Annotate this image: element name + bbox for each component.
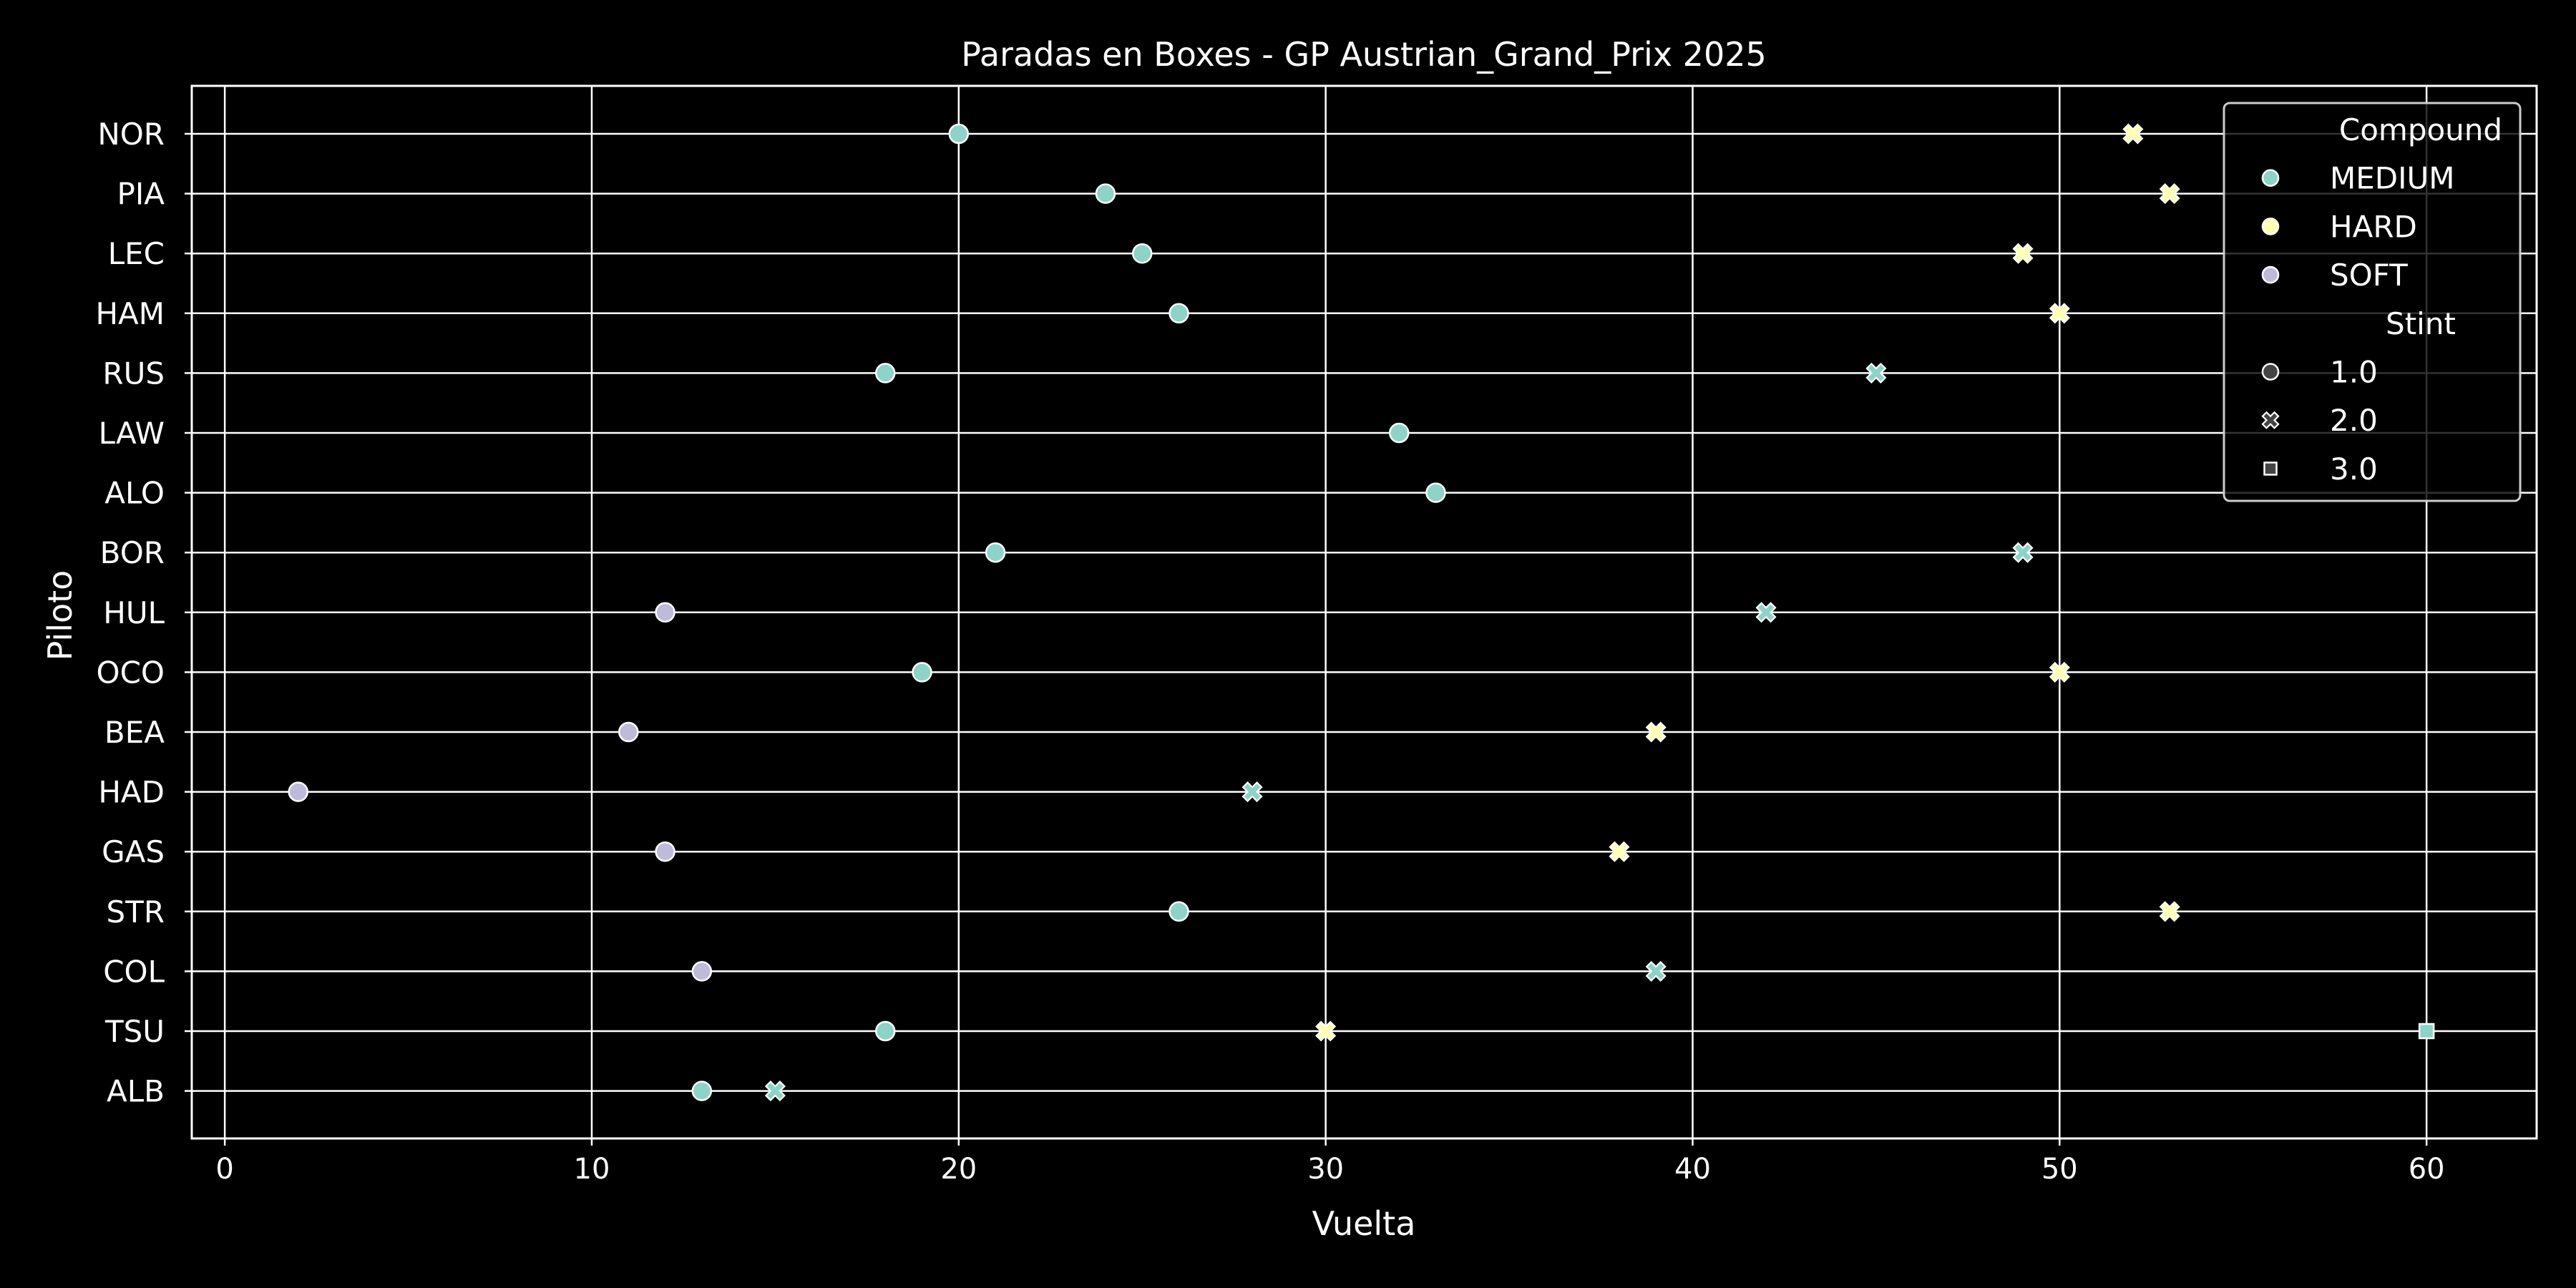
y-tick-label-gas: GAS: [102, 834, 165, 869]
x-tick-label: 60: [2409, 1153, 2445, 1186]
y-tick-label-hul: HUL: [103, 595, 165, 630]
point-tsu-lap-18: [875, 1020, 896, 1042]
point-gas-lap-12: [655, 841, 675, 862]
point-pia-lap-24: [1095, 183, 1116, 204]
y-tick-label-alb: ALB: [107, 1074, 165, 1109]
legend-compound-soft-marker: [2261, 265, 2280, 284]
point-had-lap-2: [288, 781, 308, 802]
legend-title-stint: Stint: [2386, 306, 2456, 341]
legend-compound-medium-label: MEDIUM: [2330, 161, 2454, 196]
legend-compound-hard-marker: [2261, 218, 2280, 235]
y-tick-label-oco: OCO: [97, 655, 165, 690]
y-tick-label-lec: LEC: [108, 236, 165, 271]
point-str-lap-26: [1169, 901, 1189, 922]
point-rus-lap-45: [1865, 362, 1887, 384]
point-oco-lap-50: [2049, 661, 2070, 683]
y-axis-label: Piloto: [41, 570, 79, 661]
legend-stint-1-0-marker: [2261, 363, 2280, 381]
x-tick-label: 20: [940, 1153, 977, 1186]
point-oco-lap-19: [912, 662, 932, 683]
point-alo-lap-33: [1425, 482, 1446, 503]
data-points: [288, 123, 2435, 1102]
y-tick-label-col: COL: [103, 954, 165, 989]
point-rus-lap-18: [875, 363, 896, 384]
point-lec-lap-49: [2012, 243, 2034, 264]
point-pia-lap-53: [2159, 183, 2180, 205]
legend-title-compound: Compound: [2339, 112, 2502, 147]
x-tick-label: 10: [574, 1153, 610, 1186]
y-tick-label-had: HAD: [98, 775, 165, 810]
point-hul-lap-12: [655, 602, 675, 623]
y-tick-label-str: STR: [107, 894, 165, 930]
point-col-lap-13: [691, 961, 713, 982]
grid-lines: [192, 86, 2537, 1138]
legend-stint-2-0-marker: [2261, 411, 2280, 429]
legend-stint-2-0-label: 2.0: [2330, 403, 2378, 438]
point-lec-lap-25: [1131, 243, 1153, 264]
y-tick-label-law: LAW: [99, 416, 165, 451]
axis-ticks: 0 10 20 30 40 50 60 NOR PIA LEC HAM RUS LAW ALO BOR HUL…: [95, 117, 2444, 1186]
legend-stint-3-0-label: 3.0: [2330, 452, 2378, 487]
point-tsu-lap-30: [1315, 1020, 1337, 1042]
point-str-lap-53: [2159, 901, 2180, 922]
y-tick-label-bor: BOR: [100, 535, 165, 570]
point-nor-lap-52: [2122, 123, 2144, 145]
legend-compound-medium-marker: [2261, 169, 2280, 187]
y-tick-label-ham: HAM: [95, 296, 165, 331]
point-bea-lap-39: [1645, 721, 1667, 743]
legend-stint-1-0-label: 1.0: [2330, 355, 2378, 390]
legend-stint-3-0-marker: [2263, 462, 2278, 476]
y-tick-label-pia: PIA: [117, 177, 165, 212]
point-ham-lap-26: [1169, 303, 1189, 324]
y-tick-label-nor: NOR: [97, 117, 165, 152]
point-tsu-lap-60: [2418, 1023, 2435, 1040]
point-alb-lap-15: [764, 1080, 786, 1102]
x-tick-label: 30: [1307, 1153, 1344, 1186]
point-gas-lap-38: [1609, 841, 1630, 862]
y-tick-label-tsu: TSU: [104, 1014, 165, 1049]
legend-box: [2223, 102, 2522, 502]
point-bor-lap-21: [985, 542, 1006, 563]
legend-compound-soft-label: SOFT: [2330, 258, 2408, 293]
x-tick-label: 40: [1674, 1153, 1711, 1186]
legend-compound-hard-label: HARD: [2330, 209, 2417, 244]
point-ham-lap-50: [2049, 303, 2070, 324]
point-had-lap-28: [1241, 781, 1263, 803]
y-tick-label-alo: ALO: [104, 476, 165, 511]
x-tick-label: 0: [215, 1153, 233, 1186]
chart-title: Paradas en Boxes - GP Austrian_Grand_Pri…: [961, 35, 1767, 74]
y-tick-label-rus: RUS: [102, 356, 165, 391]
point-hul-lap-42: [1755, 602, 1777, 623]
point-nor-lap-20: [948, 123, 970, 145]
point-bor-lap-49: [2012, 542, 2034, 563]
y-tick-label-bea: BEA: [104, 715, 165, 750]
point-law-lap-32: [1388, 422, 1410, 444]
x-tick-label: 50: [2041, 1153, 2078, 1186]
x-axis-label: Vuelta: [1312, 1204, 1416, 1243]
point-alb-lap-13: [691, 1080, 713, 1101]
point-col-lap-39: [1645, 960, 1667, 982]
point-bea-lap-11: [618, 721, 639, 743]
